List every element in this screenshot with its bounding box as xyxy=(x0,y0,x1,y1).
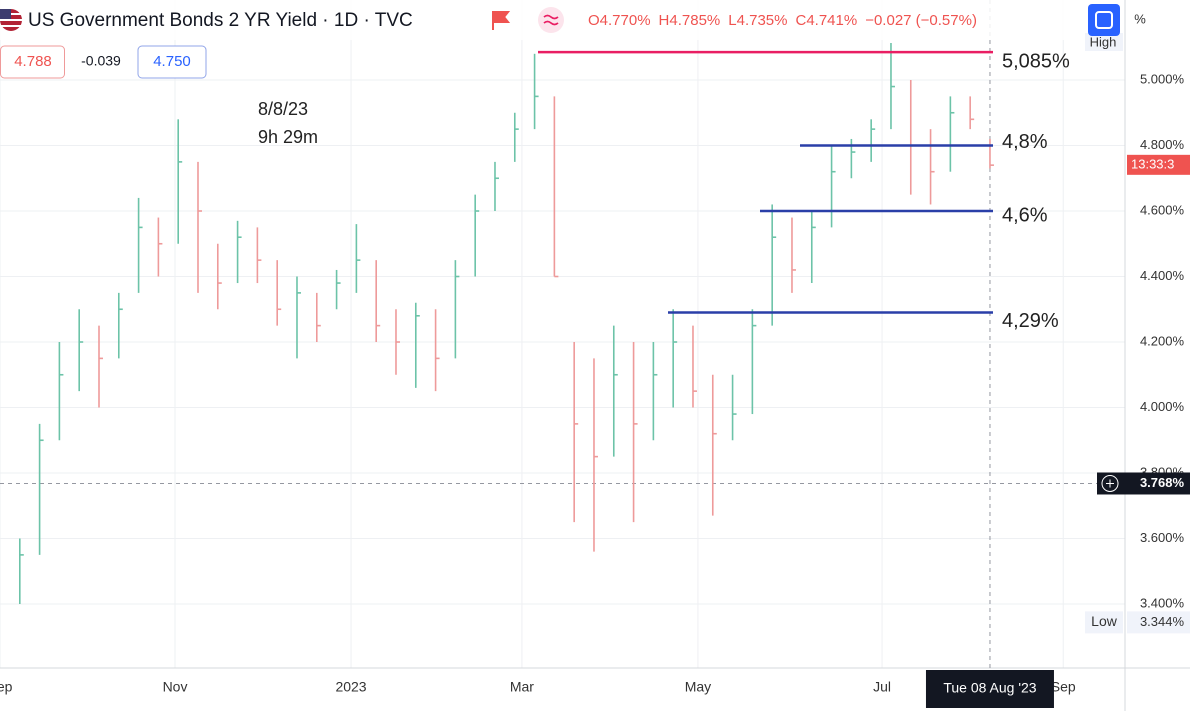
toolbar-button[interactable] xyxy=(1088,4,1120,36)
sell-box[interactable] xyxy=(0,45,65,79)
crosshair-date: Tue 08 Aug '23 xyxy=(943,680,1036,696)
sell-price: 4.788 xyxy=(14,53,52,70)
annotation: 9h 29m xyxy=(258,127,318,147)
x-tick-label: Sep xyxy=(0,679,13,695)
x-tick-label: Mar xyxy=(510,679,534,695)
ohlc-value: O4.770% xyxy=(588,12,651,29)
y-tick-label: 4.800% xyxy=(1140,137,1185,152)
low-label-box xyxy=(1085,611,1123,634)
y-tick-label: 4.400% xyxy=(1140,268,1185,283)
ohlc-value: L4.735% xyxy=(728,12,787,29)
y-tick-label: 4.200% xyxy=(1140,333,1185,348)
crosshair-price: 3.768% xyxy=(1140,475,1185,490)
x-tick-label: Nov xyxy=(163,679,188,695)
x-tick-label: Jul xyxy=(873,679,891,695)
y-tick-label: 4.000% xyxy=(1140,399,1185,414)
crosshair-price-box xyxy=(1097,472,1190,495)
percent-toggle[interactable]: % xyxy=(1134,11,1146,26)
low-price: 3.344% xyxy=(1140,614,1185,629)
crosshair-plus-icon[interactable] xyxy=(1101,474,1119,492)
high-label-box xyxy=(1085,33,1123,52)
y-tick-label: 3.600% xyxy=(1140,530,1185,545)
y-tick-label: 5.000% xyxy=(1140,71,1185,86)
level-label: 4,29% xyxy=(1002,310,1059,332)
low-price-box xyxy=(1127,611,1190,634)
y-tick-label: 4.600% xyxy=(1140,202,1185,217)
buy-box[interactable] xyxy=(137,45,207,79)
low-label: Low xyxy=(1091,613,1118,629)
spread: -0.039 xyxy=(81,53,121,69)
x-tick-label: Sep xyxy=(1051,679,1076,695)
level-label: 4,8% xyxy=(1002,131,1048,153)
ohlc-value: −0.027 (−0.57%) xyxy=(865,12,977,29)
last-price-box xyxy=(1127,154,1190,175)
countdown: 13:33:3 xyxy=(1131,156,1174,171)
compare-icon xyxy=(543,14,559,26)
ohlc-value: H4.785% xyxy=(659,12,721,29)
level-label: 5,085% xyxy=(1002,50,1070,72)
compare-button[interactable] xyxy=(538,7,564,33)
x-tick-label: May xyxy=(685,679,711,695)
buy-price: 4.750 xyxy=(153,53,191,70)
level-label: 4,6% xyxy=(1002,204,1048,226)
y-tick-label: 3.400% xyxy=(1140,595,1185,610)
crosshair-plus-icon xyxy=(1106,479,1114,488)
flag-button[interactable] xyxy=(492,11,511,30)
high-label: High xyxy=(1090,34,1117,49)
ohlc-value: C4.741% xyxy=(795,12,857,29)
crosshair-date-box xyxy=(925,670,1054,708)
annotation: 8/8/23 xyxy=(258,99,308,119)
x-tick-label: 2023 xyxy=(335,679,366,695)
toolbar-icon xyxy=(1095,11,1113,29)
flag-icon xyxy=(0,9,11,19)
symbol-title: US Government Bonds 2 YR Yield · 1D · TV… xyxy=(28,10,413,31)
